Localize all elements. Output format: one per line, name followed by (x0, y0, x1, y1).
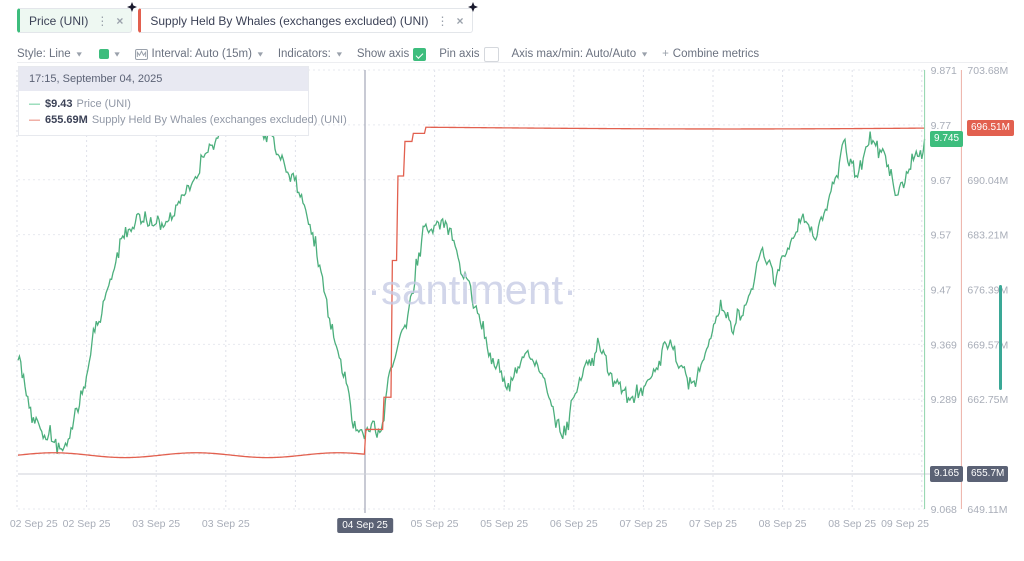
svg-text:649.11M: 649.11M (967, 504, 1007, 516)
svg-text:662.75M: 662.75M (967, 394, 1008, 406)
svg-text:9.369: 9.369 (931, 339, 957, 351)
svg-text:9.47: 9.47 (931, 285, 952, 297)
svg-text:690.04M: 690.04M (967, 175, 1008, 187)
svg-text:683.21M: 683.21M (967, 230, 1008, 242)
svg-text:9.871: 9.871 (931, 65, 957, 77)
svg-text:669.57M: 669.57M (967, 339, 1008, 351)
svg-text:9.068: 9.068 (931, 504, 957, 516)
svg-text:703.68M: 703.68M (967, 65, 1008, 77)
svg-text:9.57: 9.57 (931, 230, 952, 242)
svg-text:9.289: 9.289 (931, 394, 957, 406)
svg-text:9.67: 9.67 (931, 175, 952, 187)
svg-text:676.39M: 676.39M (967, 285, 1008, 297)
